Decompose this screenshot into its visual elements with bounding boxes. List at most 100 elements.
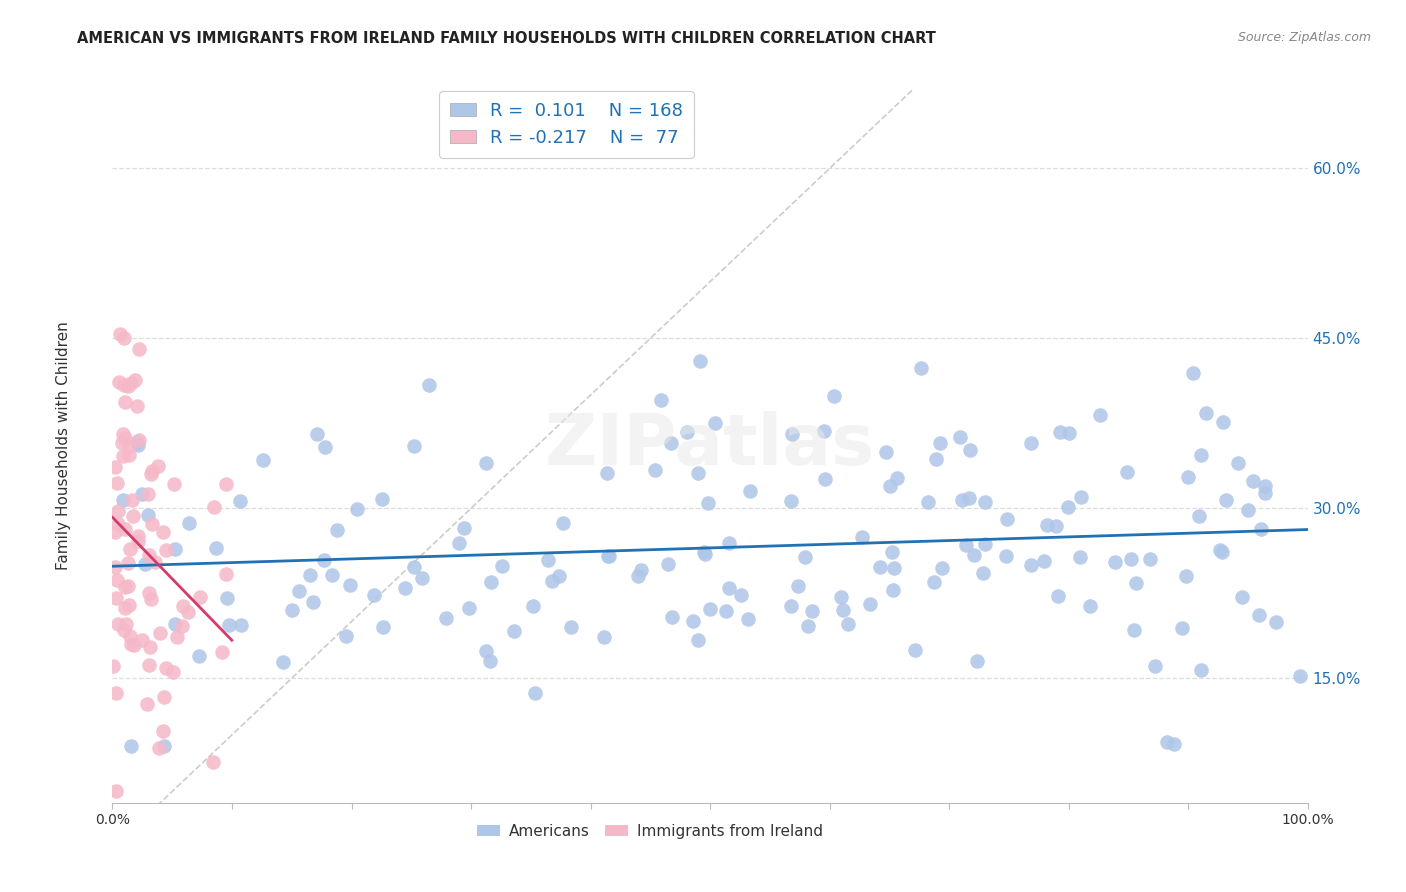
Point — [800, 604, 823, 618]
Point — [830, 591, 852, 605]
Point — [503, 624, 526, 639]
Point — [314, 552, 336, 566]
Point — [112, 331, 135, 345]
Point — [780, 426, 803, 441]
Point — [659, 436, 682, 450]
Point — [394, 582, 416, 596]
Point — [215, 476, 238, 491]
Point — [148, 459, 170, 474]
Point — [112, 378, 135, 392]
Point — [475, 457, 498, 471]
Point — [118, 629, 141, 643]
Point — [204, 500, 226, 515]
Point — [288, 584, 311, 599]
Point — [869, 559, 891, 574]
Point — [973, 537, 995, 551]
Point — [1174, 569, 1197, 583]
Point — [925, 452, 948, 467]
Point — [134, 557, 156, 571]
Point — [125, 400, 148, 414]
Point — [522, 599, 544, 614]
Point — [152, 524, 174, 539]
Point — [882, 582, 904, 597]
Point — [149, 625, 172, 640]
Text: ZIPatlas: ZIPatlas — [546, 411, 875, 481]
Point — [202, 755, 225, 769]
Point — [661, 610, 683, 624]
Point — [105, 476, 128, 491]
Point — [148, 740, 170, 755]
Point — [211, 644, 233, 658]
Point — [136, 486, 159, 500]
Point — [831, 602, 853, 616]
Point — [143, 555, 166, 569]
Point — [886, 471, 908, 485]
Text: AMERICAN VS IMMIGRANTS FROM IRELAND FAMILY HOUSEHOLDS WITH CHILDREN CORRELATION : AMERICAN VS IMMIGRANTS FROM IRELAND FAMI… — [77, 31, 936, 46]
Point — [112, 426, 135, 441]
Point — [813, 424, 835, 438]
Point — [1069, 549, 1091, 564]
Point — [780, 599, 803, 613]
Point — [596, 466, 619, 480]
Point — [1254, 479, 1277, 493]
Point — [136, 508, 159, 523]
Point — [1045, 519, 1067, 533]
Point — [118, 439, 141, 453]
Point — [155, 542, 177, 557]
Point — [548, 569, 571, 583]
Point — [973, 495, 995, 509]
Point — [738, 484, 761, 499]
Point — [108, 327, 131, 342]
Point — [138, 548, 160, 562]
Point — [127, 528, 149, 542]
Point — [411, 571, 433, 585]
Point — [217, 591, 239, 605]
Point — [107, 616, 129, 631]
Point — [644, 463, 666, 477]
Point — [163, 542, 186, 557]
Point — [111, 493, 134, 508]
Point — [104, 459, 127, 474]
Point — [1104, 555, 1126, 569]
Point — [1049, 425, 1071, 439]
Point — [152, 690, 174, 704]
Point — [371, 492, 394, 507]
Point — [131, 487, 153, 501]
Point — [141, 464, 163, 478]
Point — [1057, 425, 1080, 440]
Point — [929, 435, 952, 450]
Point — [686, 467, 709, 481]
Point — [155, 661, 177, 675]
Point — [931, 561, 953, 575]
Point — [950, 493, 973, 508]
Point — [139, 467, 162, 482]
Point — [949, 430, 972, 444]
Point — [1215, 493, 1237, 508]
Point — [693, 545, 716, 559]
Point — [879, 479, 901, 493]
Point — [686, 632, 709, 647]
Point — [883, 561, 905, 575]
Point — [796, 619, 818, 633]
Point — [118, 599, 141, 613]
Point — [127, 534, 149, 549]
Point — [1163, 737, 1185, 751]
Point — [131, 633, 153, 648]
Point — [1250, 522, 1272, 536]
Point — [1080, 599, 1102, 614]
Point — [218, 617, 240, 632]
Point — [114, 522, 136, 536]
Point — [1036, 518, 1059, 533]
Point — [730, 588, 752, 602]
Point — [699, 602, 721, 616]
Point — [560, 620, 582, 634]
Point — [693, 547, 716, 561]
Point — [404, 560, 426, 574]
Point — [917, 494, 939, 508]
Point — [204, 541, 226, 555]
Point — [904, 643, 927, 657]
Point — [1139, 551, 1161, 566]
Point — [114, 580, 136, 594]
Point — [540, 574, 562, 588]
Point — [114, 395, 136, 409]
